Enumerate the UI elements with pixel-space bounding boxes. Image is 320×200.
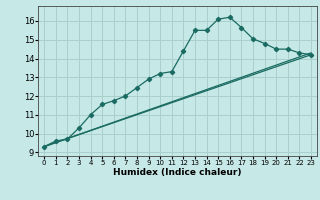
X-axis label: Humidex (Indice chaleur): Humidex (Indice chaleur) [113,168,242,177]
